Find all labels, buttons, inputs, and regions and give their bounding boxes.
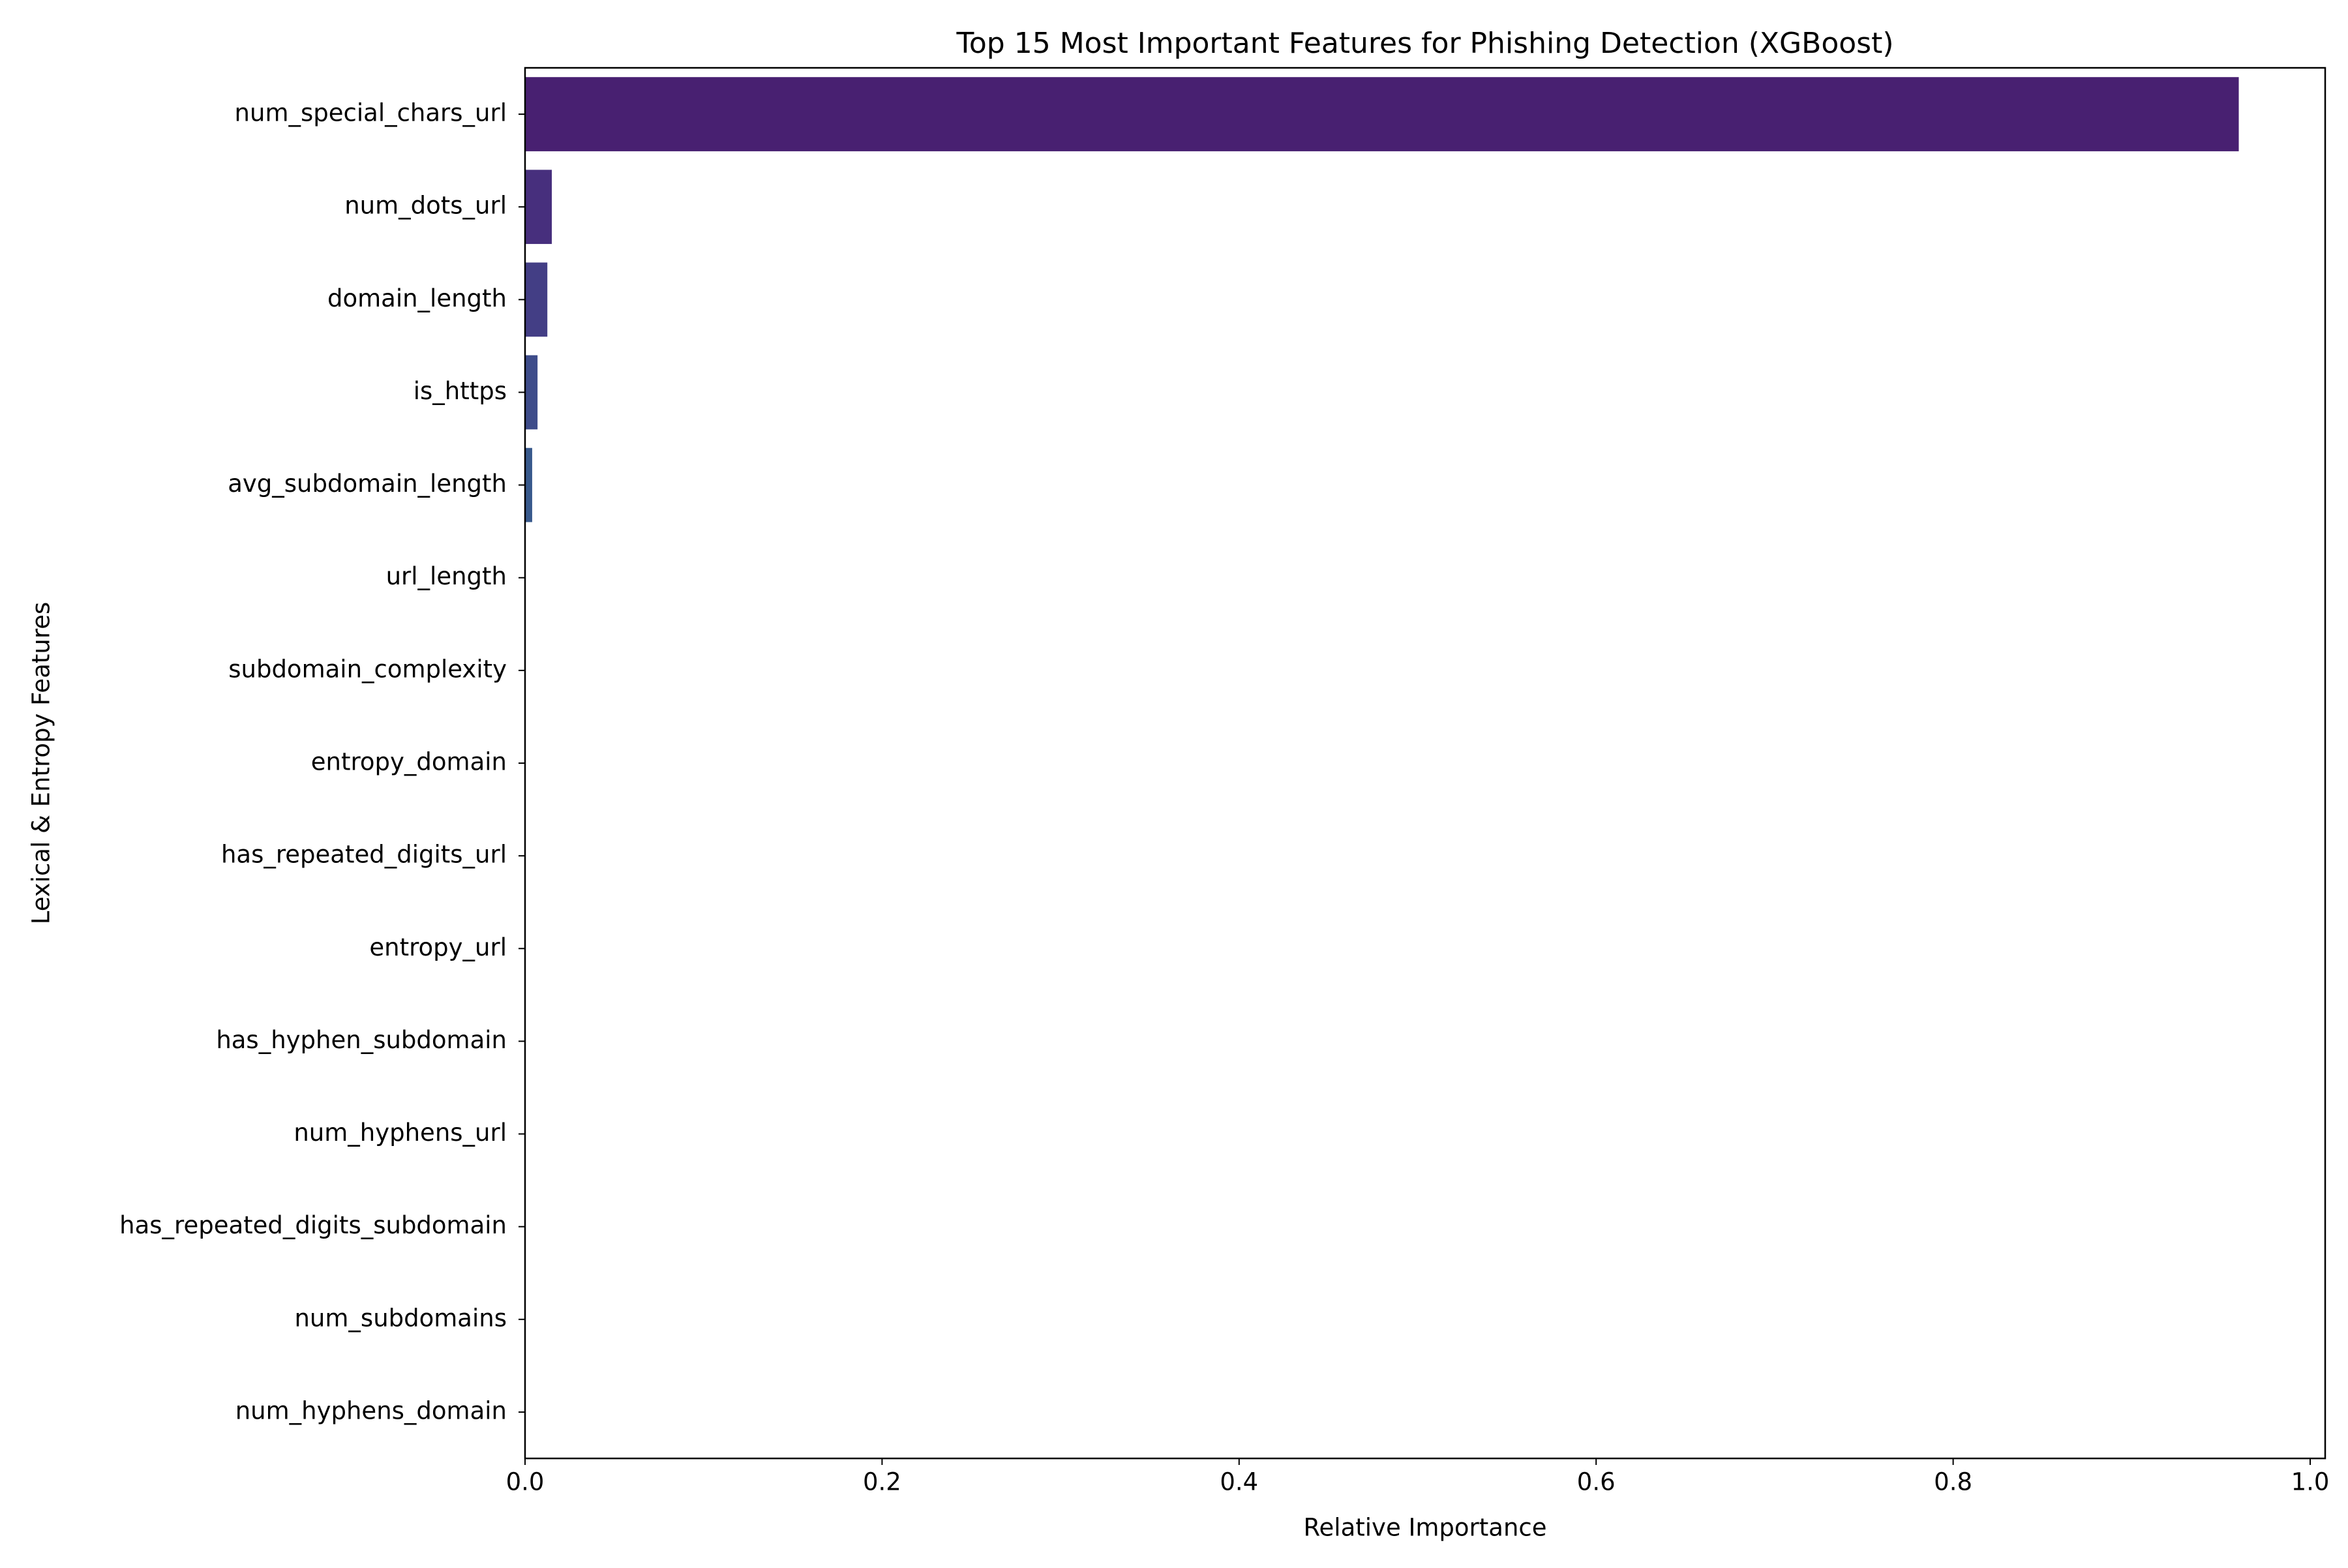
y-tick-label: has_repeated_digits_subdomain [119,1211,507,1239]
y-tick-label: entropy_domain [311,748,507,776]
y-tick-label: subdomain_complexity [228,655,507,683]
x-tick-label: 1.0 [2291,1468,2330,1496]
y-tick-label: num_hyphens_domain [235,1396,507,1425]
bar [525,170,552,245]
x-tick-label: 0.4 [1220,1468,1258,1496]
x-tick-label: 0.8 [1934,1468,1972,1496]
x-tick-label: 0.2 [863,1468,901,1496]
bar [525,262,548,337]
bar [525,355,538,430]
x-tick-label: 0.6 [1577,1468,1616,1496]
y-tick-label: num_subdomains [294,1304,507,1332]
y-tick-label: avg_subdomain_length [228,470,507,498]
y-tick-label: domain_length [327,284,507,312]
y-axis-label: Lexical & Entropy Features [27,602,55,925]
y-tick-label: num_special_chars_url [235,99,507,127]
y-tick-label: num_dots_url [344,192,507,220]
chart-title: Top 15 Most Important Features for Phish… [956,27,1893,60]
bar [525,77,2239,151]
y-tick-label: entropy_url [369,933,507,961]
y-tick-label: is_https [414,377,507,405]
y-tick-label: has_repeated_digits_url [221,841,507,869]
y-tick-label: has_hyphen_subdomain [216,1026,507,1054]
x-axis-label: Relative Importance [1304,1514,1547,1542]
plot-area: 0.0 0.2 0.4 0.6 0.8 1.0 num_special_chars_urln… [119,77,2329,1496]
y-tick-label: num_hyphens_url [294,1119,507,1147]
y-tick-label: url_length [386,562,507,590]
x-tick-label: 0.0 [506,1468,545,1496]
axes-frame [524,67,2326,1460]
bar [525,447,532,522]
